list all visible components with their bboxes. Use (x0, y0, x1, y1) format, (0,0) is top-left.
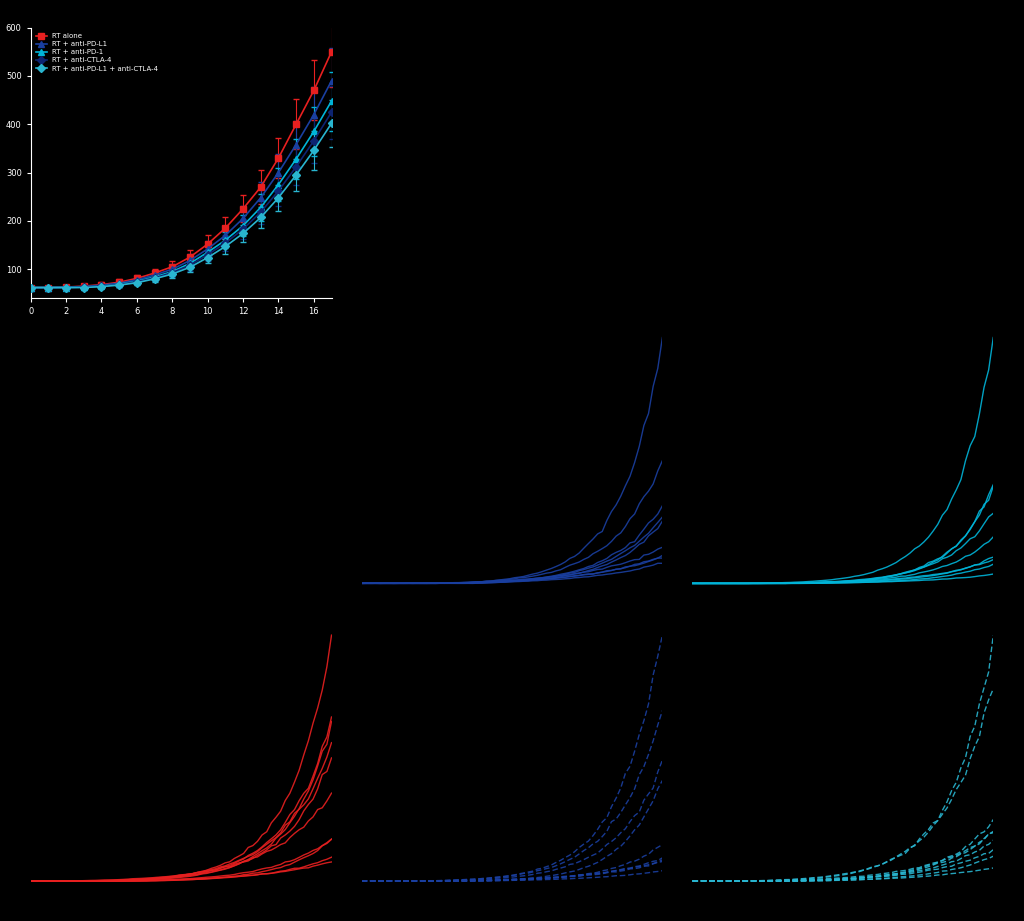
Legend: RT alone, RT + anti-PD-L1, RT + anti-PD-1, RT + anti-CTLA-4, RT + anti-PD-L1 + a: RT alone, RT + anti-PD-L1, RT + anti-PD-… (34, 31, 161, 74)
